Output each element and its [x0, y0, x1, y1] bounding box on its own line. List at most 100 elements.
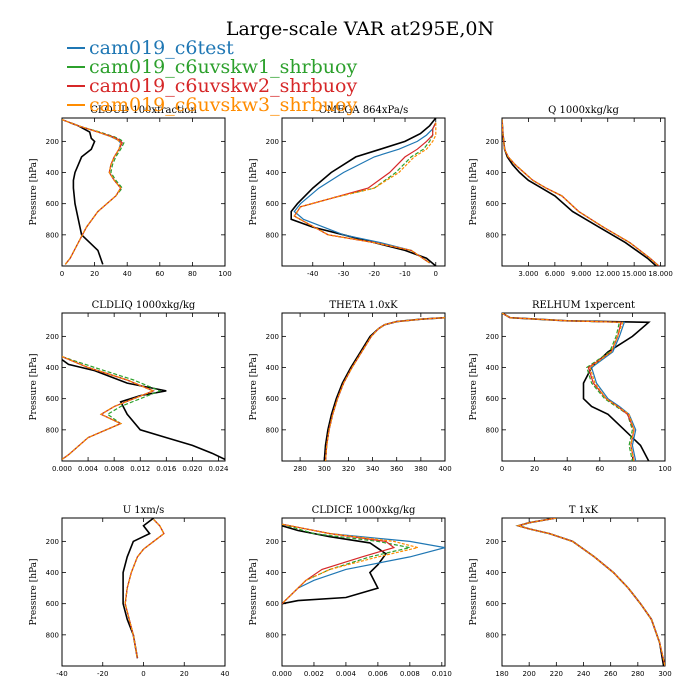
- y-tick-label: 800: [486, 631, 499, 639]
- x-tick-label: 400: [438, 465, 451, 473]
- series-line-1: [62, 356, 162, 460]
- x-tick-label: 200: [522, 670, 535, 678]
- plot-frame: [281, 517, 446, 667]
- y-tick-label: 200: [486, 333, 499, 341]
- plot-frame: [501, 312, 666, 462]
- y-tick-label: 200: [266, 138, 279, 146]
- panel-title: THETA 1.0xK: [329, 300, 398, 311]
- x-tick-label: 260: [604, 670, 617, 678]
- series-group: [62, 119, 125, 265]
- reference-line: [69, 121, 104, 265]
- x-tick-label: 12.000: [595, 270, 620, 278]
- x-tick-label: 280: [631, 670, 644, 678]
- x-tick-label: 240: [577, 670, 590, 678]
- x-tick-label: 0.010: [432, 670, 452, 678]
- panel-title: RELHUM 1xpercent: [532, 300, 635, 311]
- y-tick-label: 200: [46, 538, 59, 546]
- x-tick-label: 0.006: [368, 670, 389, 678]
- reference-line: [122, 518, 155, 659]
- series-line-0: [516, 518, 665, 666]
- x-tick-label: 0.004: [78, 465, 99, 473]
- y-tick-label: 200: [486, 138, 499, 146]
- series-line-0: [293, 122, 437, 264]
- panels: CLOUD 100xfraction Pressure [hPa] 0 20 40 60 8…: [29, 105, 673, 678]
- x-tick-label: 0.024: [208, 465, 229, 473]
- series-line-1: [324, 317, 445, 461]
- series-line-0: [502, 119, 660, 266]
- series-group: [122, 518, 165, 659]
- series-line-0: [124, 519, 165, 659]
- series-group: [502, 313, 651, 461]
- series-line-0: [62, 119, 122, 265]
- x-tick-label: -30: [338, 270, 349, 278]
- series-group: [62, 356, 225, 461]
- panel-4: THETA 1.0xK Pressure [hPa] 280 300 320 340 360…: [249, 300, 452, 473]
- panel-title: CLDICE 1000xkg/kg: [312, 505, 416, 516]
- x-tick-label: 0: [500, 465, 504, 473]
- panel-3: CLDLIQ 1000xkg/kg Pressure [hPa] 0.000 0.00…: [29, 300, 229, 473]
- y-axis-label: Pressure [hPa]: [29, 558, 39, 625]
- legend: cam019_c6testcam019_c6uvskw1_shrbuoycam0…: [67, 37, 357, 116]
- series-group: [282, 523, 445, 605]
- x-tick-label: 340: [366, 465, 379, 473]
- y-tick-label: 800: [46, 631, 59, 639]
- y-tick-label: 200: [266, 333, 279, 341]
- legend-entry: cam019_c6uvskw2_shrbuoy: [89, 75, 357, 97]
- x-tick-label: -40: [56, 670, 67, 678]
- x-tick-label: 80: [188, 270, 197, 278]
- plot-frame: [61, 312, 226, 462]
- panel-title: CLOUD 100xfraction: [90, 105, 197, 116]
- y-tick-label: 200: [486, 538, 499, 546]
- panel-1: OMEGA 864xPa/s Pressure [hPa] -40 -30 -20 -10…: [249, 105, 446, 278]
- y-tick-label: 800: [486, 426, 499, 434]
- series-line-1: [282, 523, 410, 605]
- y-axis-label: Pressure [hPa]: [469, 158, 479, 225]
- series-line-3: [516, 518, 665, 666]
- y-axis-label: Pressure [hPa]: [249, 353, 259, 420]
- x-tick-label: 6.000: [545, 270, 565, 278]
- panel-8: T 1xK Pressure [hPa] 180 200 220 240 260 280 300…: [469, 505, 672, 678]
- y-axis-label: Pressure [hPa]: [469, 353, 479, 420]
- x-tick-label: -20: [97, 670, 108, 678]
- x-tick-label: 20: [90, 270, 99, 278]
- series-line-3: [293, 122, 437, 264]
- series-line-2: [516, 518, 665, 666]
- panel-title: T 1xK: [569, 505, 599, 516]
- y-tick-label: 400: [266, 569, 279, 577]
- y-axis-label: Pressure [hPa]: [29, 353, 39, 420]
- series-line-1: [293, 122, 437, 264]
- y-tick-label: 200: [46, 138, 59, 146]
- panel-2: Q 1000xkg/kg Pressure [hPa] 3.000 6.000 9.00…: [469, 105, 673, 278]
- x-tick-label: 15.000: [622, 270, 647, 278]
- y-tick-label: 200: [266, 538, 279, 546]
- reference-line: [502, 313, 651, 461]
- x-tick-label: 0.012: [130, 465, 150, 473]
- x-tick-label: 0.000: [272, 670, 292, 678]
- plot-frame: [501, 117, 666, 267]
- y-tick-label: 800: [266, 631, 279, 639]
- plot-frame: [281, 312, 446, 462]
- series-line-1: [516, 518, 665, 666]
- series-line-3: [62, 119, 122, 265]
- y-tick-label: 600: [266, 395, 279, 403]
- x-tick-label: -10: [399, 270, 410, 278]
- series-line-2: [502, 119, 660, 266]
- x-tick-label: 18.000: [648, 270, 673, 278]
- y-axis-label: Pressure [hPa]: [249, 558, 259, 625]
- series-line-1: [62, 119, 125, 265]
- y-tick-label: 400: [266, 169, 279, 177]
- x-tick-label: 60: [155, 270, 164, 278]
- x-tick-label: 360: [390, 465, 403, 473]
- legend-entry: cam019_c6test: [89, 37, 234, 59]
- legend-entry: cam019_c6uvskw3_shrbuoy: [89, 94, 357, 116]
- x-tick-label: 0: [141, 670, 145, 678]
- reference-line: [323, 316, 445, 461]
- x-tick-label: 40: [123, 270, 132, 278]
- series-line-2: [124, 519, 165, 659]
- x-tick-label: 0.008: [400, 670, 420, 678]
- y-tick-label: 600: [486, 395, 499, 403]
- panel-title: U 1xm/s: [123, 505, 165, 516]
- x-tick-label: 80: [628, 465, 637, 473]
- y-tick-label: 400: [46, 364, 59, 372]
- x-tick-label: 180: [495, 670, 508, 678]
